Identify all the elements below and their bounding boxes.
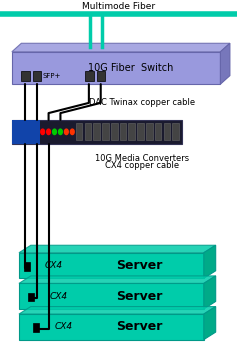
FancyBboxPatch shape [33, 71, 41, 81]
FancyBboxPatch shape [155, 123, 161, 140]
Polygon shape [19, 283, 204, 309]
Polygon shape [204, 276, 216, 309]
Circle shape [47, 129, 50, 134]
Polygon shape [19, 245, 216, 253]
Text: CX4: CX4 [50, 292, 68, 301]
FancyBboxPatch shape [76, 123, 82, 140]
Circle shape [41, 129, 45, 134]
FancyBboxPatch shape [85, 71, 94, 81]
FancyBboxPatch shape [164, 123, 170, 140]
FancyBboxPatch shape [137, 123, 144, 140]
FancyBboxPatch shape [128, 123, 135, 140]
Text: Server: Server [116, 290, 162, 303]
Polygon shape [19, 307, 216, 314]
Text: DAC Twinax copper cable: DAC Twinax copper cable [89, 98, 195, 107]
Circle shape [64, 129, 68, 134]
Text: Server: Server [116, 320, 162, 333]
FancyBboxPatch shape [102, 123, 109, 140]
Polygon shape [19, 276, 216, 283]
FancyBboxPatch shape [24, 262, 30, 271]
FancyBboxPatch shape [28, 293, 34, 301]
Polygon shape [12, 43, 230, 52]
Polygon shape [220, 43, 230, 84]
Text: Multimode Fiber: Multimode Fiber [82, 2, 155, 11]
Polygon shape [19, 314, 204, 340]
FancyBboxPatch shape [146, 123, 153, 140]
FancyBboxPatch shape [12, 120, 40, 144]
Polygon shape [204, 307, 216, 340]
FancyBboxPatch shape [93, 123, 100, 140]
Text: CX4 copper cable: CX4 copper cable [105, 162, 179, 170]
Circle shape [53, 129, 56, 134]
FancyBboxPatch shape [33, 323, 39, 332]
Text: 10G Fiber  Switch: 10G Fiber Switch [88, 63, 173, 73]
Polygon shape [204, 245, 216, 278]
Polygon shape [12, 52, 220, 84]
FancyBboxPatch shape [85, 123, 91, 140]
FancyBboxPatch shape [172, 123, 179, 140]
FancyBboxPatch shape [111, 123, 118, 140]
FancyBboxPatch shape [12, 120, 182, 144]
Polygon shape [19, 253, 204, 278]
FancyBboxPatch shape [21, 71, 30, 81]
Text: CX4: CX4 [55, 322, 73, 331]
Circle shape [70, 129, 74, 134]
Text: CX4: CX4 [45, 261, 63, 270]
FancyBboxPatch shape [97, 71, 105, 81]
Text: Server: Server [116, 259, 162, 272]
Circle shape [59, 129, 62, 134]
FancyBboxPatch shape [120, 123, 126, 140]
Text: 10G Media Converters: 10G Media Converters [95, 154, 189, 163]
Text: SFP+: SFP+ [43, 73, 61, 79]
